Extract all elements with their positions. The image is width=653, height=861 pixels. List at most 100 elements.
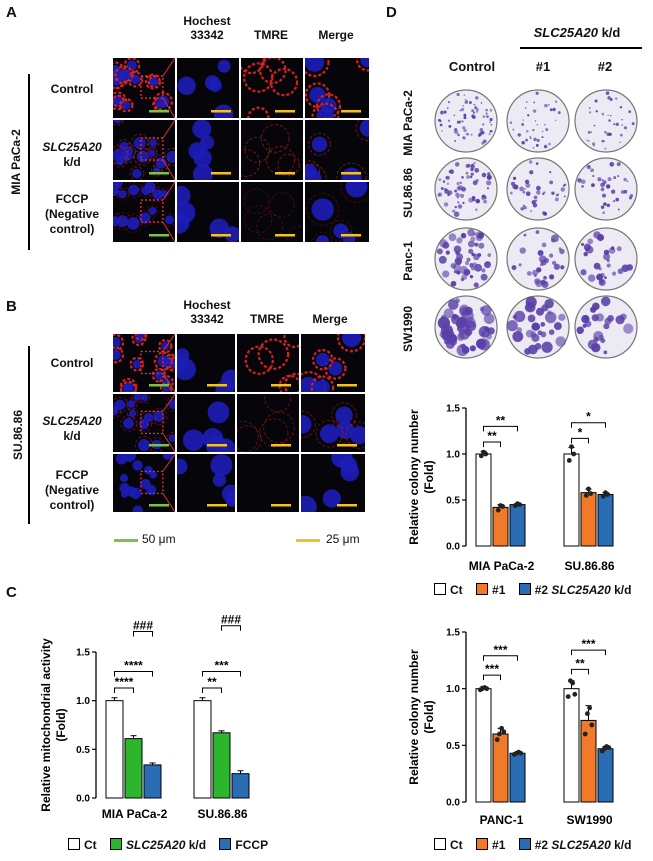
bar-n2-1: [597, 493, 614, 547]
micrograph-merge0-row-1: [113, 334, 175, 392]
panel-b-row-label-fccp: FCCP (Negative control): [44, 468, 100, 512]
bar-SLC25A20-k/d-0: [124, 738, 143, 799]
significance-label: *: [578, 425, 583, 439]
bar-SLC25A20-k/d-1: [212, 732, 231, 799]
data-point: [484, 686, 490, 692]
legend-label: #2: [534, 838, 549, 852]
panel-b-row-label-control: Control: [50, 356, 94, 370]
colony-dish-r2-c2: [506, 157, 570, 221]
data-point: [518, 750, 524, 756]
y-tick-label: 1.0: [76, 696, 90, 707]
bar-n1-1: [580, 719, 597, 803]
panel-b-header-merge: Merge: [312, 312, 348, 326]
bar-n1-0: [492, 506, 509, 547]
micrograph-tmre-row-2: [241, 120, 303, 180]
x-category-label: SU.86.86: [564, 559, 614, 573]
data-point: [495, 507, 501, 513]
kd-suffix: k/d: [63, 429, 81, 443]
legend-swatch: [68, 838, 80, 850]
significance-label: *: [586, 410, 591, 424]
y-axis-label: Relative colony number(Fold): [407, 649, 436, 785]
panel-b-bracket-line: [28, 346, 30, 524]
legend-swatch: [110, 838, 123, 850]
bar-FCCP-0: [143, 764, 162, 799]
data-point: [582, 731, 588, 737]
significance-label: ***: [214, 658, 228, 672]
colony-dish-r3-c1: [434, 227, 498, 291]
data-point: [586, 486, 591, 492]
micrograph-merge-row-3: [301, 454, 365, 512]
bar-Ct-1: [563, 453, 580, 547]
kd-suffix: k/d: [63, 155, 81, 169]
micrograph-merge-row-1: [305, 58, 369, 118]
data-point: [606, 745, 612, 750]
significance-bracket: [571, 649, 606, 656]
panel-c-legend: Ct SLC25A20 k/d FCCP: [68, 838, 278, 852]
panel-d-bottom-chart: 0.0 0.5 1.0 1.5 Relative colony number(Fold)…: [407, 628, 614, 827]
data-point: [588, 491, 594, 496]
colony-dish-r4-c1: [434, 295, 498, 359]
legend-swatch: [476, 838, 489, 850]
bar-Ct-0: [475, 453, 492, 547]
scale-label-green: 50 μm: [142, 532, 176, 546]
bar-Ct-0: [105, 700, 124, 799]
data-point: [587, 705, 592, 711]
panel-c-letter: C: [6, 584, 17, 601]
data-point: [517, 502, 523, 507]
bar-FCCP-1: [231, 773, 250, 799]
legend-swatch: [476, 583, 489, 595]
panel-d-row-label-mia: MIA PaCa-2: [401, 90, 415, 156]
legend-gene: SLC25A20: [551, 838, 611, 852]
micrograph-merge0-row-2: [113, 394, 175, 452]
data-point: [585, 711, 590, 716]
micrograph-merge-row-2: [305, 120, 369, 180]
significance-label: ****: [115, 675, 134, 689]
panel-a-row-label-control: Control: [50, 82, 94, 96]
x-category-label: MIA PaCa-2: [469, 559, 535, 573]
scale-bar-yellow: [296, 539, 320, 542]
y-tick-label: 1.5: [446, 404, 460, 415]
legend-swatch: [434, 838, 446, 850]
y-axis-label: Relative colony number(Fold): [407, 409, 436, 545]
kd-suffix: k/d: [597, 25, 621, 40]
y-tick-label: 0.0: [446, 798, 460, 809]
y-tick-label: 0.5: [446, 496, 460, 507]
legend-label: Ct: [84, 838, 97, 852]
x-category-label: PANC-1: [480, 813, 524, 827]
data-point: [497, 731, 502, 737]
data-point: [571, 451, 577, 457]
significance-bracket: [202, 670, 241, 677]
data-point: [478, 453, 484, 459]
legend-suffix: k/d: [610, 838, 632, 852]
significance-label: ###: [221, 613, 241, 627]
panel-d-letter: D: [386, 4, 397, 21]
data-point: [501, 729, 507, 735]
y-tick-label: 1.5: [76, 648, 90, 659]
panel-b-cell-line: SU.86.86: [11, 409, 25, 461]
micrograph-tmre-row-3: [237, 454, 299, 512]
panel-d-col-2: #2: [597, 59, 613, 74]
micrograph-tmre-row-1: [237, 334, 299, 392]
y-tick-label: 0.0: [446, 542, 460, 553]
legend-suffix: k/d: [185, 838, 207, 852]
legend-label: #2: [534, 583, 549, 597]
significance-label: **: [496, 413, 506, 427]
panel-a-row-label-kd: SLC25A20 k/d: [34, 140, 110, 170]
panel-b-header-hoechst: Hochest 33342: [183, 298, 231, 326]
y-tick-label: 0.0: [76, 794, 90, 805]
panel-d-row-label-sw: SW1990: [401, 305, 415, 353]
significance-bracket: [571, 668, 589, 675]
bar-Ct-0: [475, 688, 492, 803]
legend-suffix: k/d: [610, 583, 632, 597]
data-point: [569, 444, 574, 450]
significance-label: **: [575, 656, 585, 670]
y-tick-label: 1.5: [446, 628, 460, 639]
legend-item-ct: Ct: [434, 583, 463, 597]
significance-label: **: [487, 429, 497, 443]
significance-bracket: [114, 670, 153, 677]
gene-name: SLC25A20: [42, 414, 102, 428]
colony-dish-r2-c3: [574, 157, 638, 221]
significance-label: ****: [124, 658, 143, 672]
colony-dish-r3-c2: [506, 227, 570, 291]
panel-b-row-label-kd: SLC25A20 k/d: [34, 414, 110, 444]
